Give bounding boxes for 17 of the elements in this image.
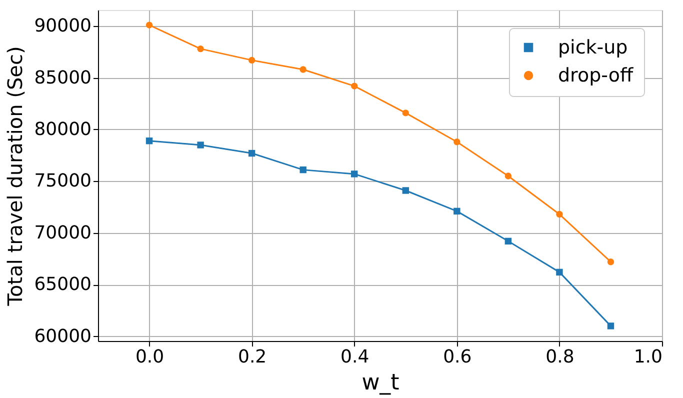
x-axis-title: w_t xyxy=(362,370,400,396)
y-axis-title: Total travel duration (Sec) xyxy=(3,46,28,307)
y-tick-label: 85000 xyxy=(34,67,92,88)
legend-label: drop-off xyxy=(558,64,634,86)
x-tick-label: 0.2 xyxy=(238,346,267,368)
x-tick-label: 0.0 xyxy=(135,346,164,368)
legend-label: pick-up xyxy=(558,36,628,58)
y-tick-label: 75000 xyxy=(34,170,92,192)
y-tick-label: 65000 xyxy=(34,274,92,296)
x-tick-label: 0.8 xyxy=(546,346,574,368)
x-tick-label: 0.4 xyxy=(340,346,370,368)
y-tick-label: 70000 xyxy=(34,222,92,244)
x-tick-label: 1.0 xyxy=(634,346,662,368)
x-tick-label: 0.6 xyxy=(443,346,472,368)
y-tick-label: 80000 xyxy=(34,118,92,140)
y-tick-label: 90000 xyxy=(34,16,92,37)
y-tick-label: 60000 xyxy=(34,326,92,347)
